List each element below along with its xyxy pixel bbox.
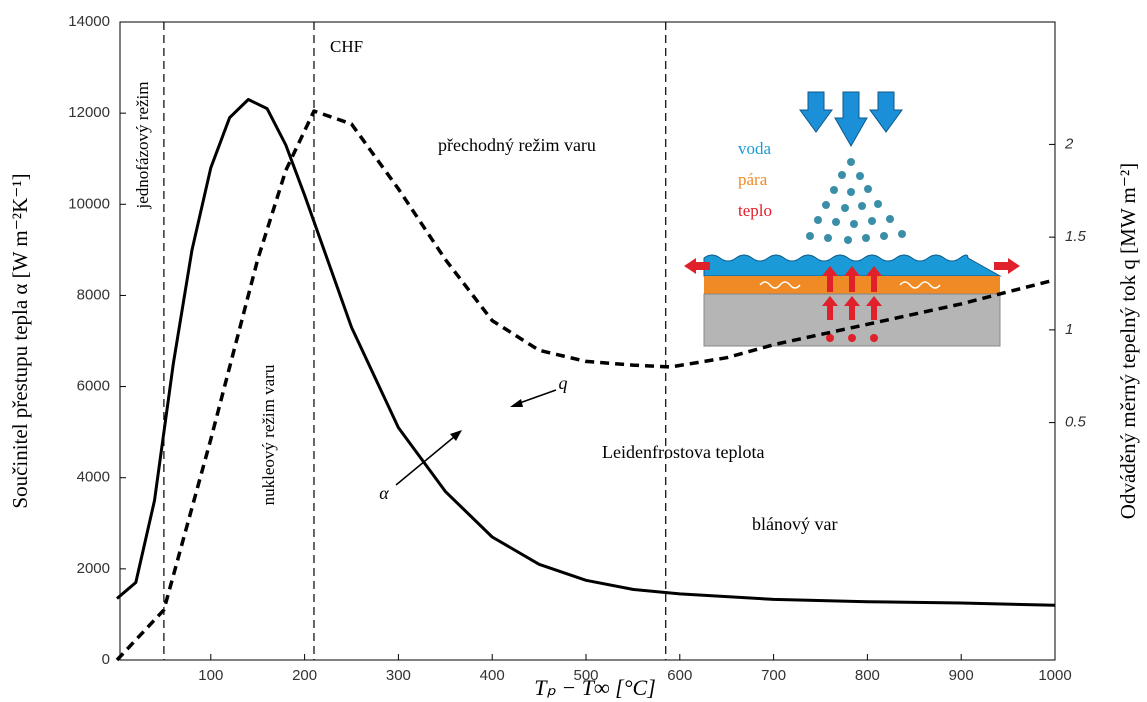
y-tick-label: 4000 [77, 469, 110, 486]
y-tick-label: 10000 [68, 195, 110, 212]
y-tick-label: 6000 [77, 378, 110, 395]
y2-tick-label: 2 [1064, 135, 1074, 152]
x-axis-label: Tₚ − T∞ [°C] [534, 675, 656, 700]
y-tick-label: 2000 [77, 560, 110, 577]
y2-tick-label: 0.5 [1065, 414, 1087, 431]
annotation: blánový var [752, 514, 837, 534]
x-tick-label: 300 [386, 667, 411, 684]
series-label: q [559, 373, 568, 393]
x-tick-label: 700 [761, 667, 786, 684]
y2-axis-label: Odváděný měrný tepelný tok q [MW m⁻²] [1116, 163, 1140, 519]
y-tick-label: 8000 [77, 286, 110, 303]
x-tick-label: 1000 [1038, 667, 1071, 684]
x-tick-label: 100 [198, 667, 223, 684]
pointer-head [450, 430, 462, 441]
x-tick-label: 500 [573, 667, 598, 684]
series-label: α [379, 483, 389, 503]
x-tick-label: 400 [480, 667, 505, 684]
annotation: CHF [330, 37, 363, 56]
annotation: přechodný režim varu [438, 135, 596, 155]
inset-diagram [684, 91, 1020, 347]
x-tick-label: 600 [667, 667, 692, 684]
y-tick-label: 0 [102, 651, 110, 668]
data-line [116, 98, 1056, 607]
y-tick-label: 12000 [68, 104, 110, 121]
data-line [115, 109, 1056, 662]
y-axis-label: Součinitel přestupu tepla α [W m⁻²K⁻¹] [8, 173, 32, 508]
y2-tick-label: 1 [1065, 321, 1073, 338]
inset-label: teplo [738, 201, 772, 220]
inset-label: pára [738, 170, 768, 189]
plot-frame [119, 21, 1056, 661]
pointer-head [510, 399, 523, 407]
x-tick-label: 900 [949, 667, 974, 684]
inset-label: voda [738, 139, 772, 158]
annotation: jednofázový režim [133, 82, 152, 210]
y2-tick-label: 1.5 [1065, 228, 1087, 245]
pointer [395, 431, 461, 486]
x-tick-label: 200 [292, 667, 317, 684]
annotation: nukleový režim varu [259, 364, 278, 505]
annotation: Leidenfrostova teplota [602, 442, 764, 462]
y-tick-label: 14000 [68, 13, 110, 30]
x-tick-label: 800 [855, 667, 880, 684]
